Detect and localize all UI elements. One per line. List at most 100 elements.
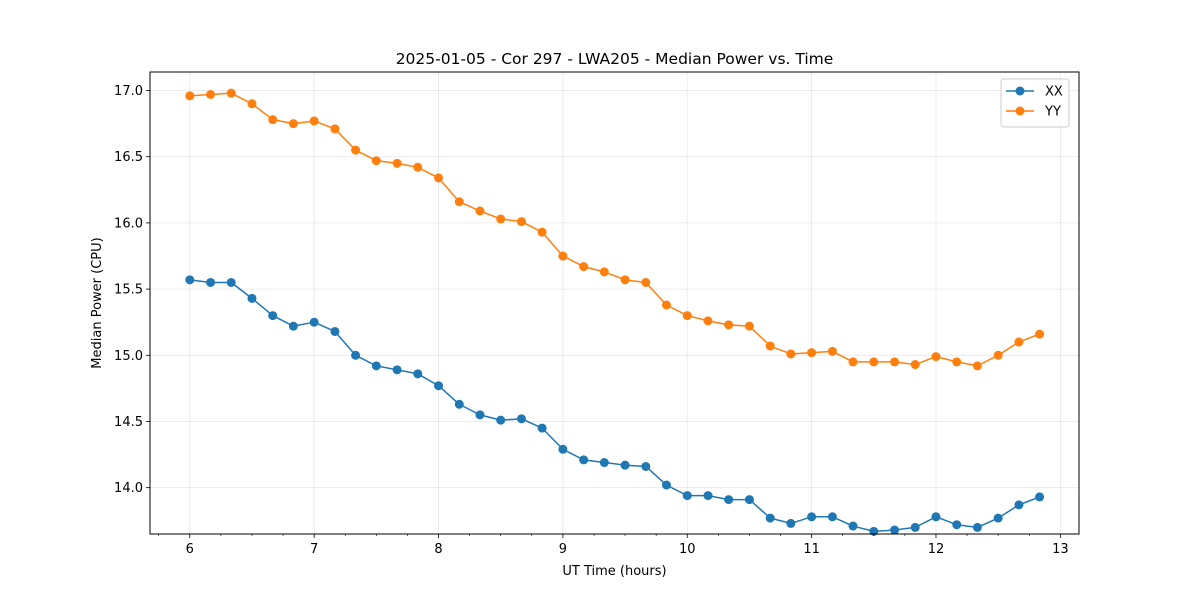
data-point-xx: [993, 513, 1003, 523]
plot-frame: [149, 71, 1080, 535]
y-tick-label: 17.0: [114, 84, 143, 99]
legend-label-yy: YY: [1044, 105, 1061, 120]
data-point-yy: [392, 158, 402, 168]
data-point-yy: [931, 352, 941, 362]
data-point-xx: [620, 460, 630, 470]
data-point-yy: [620, 275, 630, 285]
data-point-yy: [1035, 329, 1045, 339]
data-point-yy: [516, 217, 526, 227]
x-tick-label: 7: [310, 542, 318, 557]
data-point-yy: [247, 99, 257, 109]
x-tick-label: 8: [434, 542, 442, 557]
data-point-yy: [537, 227, 547, 237]
data-point-xx: [268, 311, 278, 321]
y-tick-label: 16.0: [114, 216, 143, 231]
data-point-yy: [703, 316, 713, 326]
data-point-yy: [351, 145, 361, 155]
data-point-xx: [972, 522, 982, 532]
data-point-xx: [579, 455, 589, 465]
data-point-xx: [724, 495, 734, 505]
data-point-xx: [1014, 500, 1024, 510]
y-tick-label: 15.5: [114, 283, 143, 298]
data-point-yy: [309, 116, 319, 126]
data-point-yy: [268, 115, 278, 125]
data-point-yy: [972, 361, 982, 371]
data-point-xx: [1035, 492, 1045, 502]
data-point-yy: [330, 124, 340, 134]
data-point-yy: [890, 357, 900, 367]
data-point-yy: [288, 119, 298, 129]
x-tick-label: 9: [559, 542, 567, 557]
data-point-yy: [454, 197, 464, 207]
data-point-yy: [206, 90, 216, 100]
data-point-xx: [454, 399, 464, 409]
plot-area: [150, 72, 1079, 534]
data-point-yy: [786, 349, 796, 359]
x-axis: 6 7 8 9 10 11 12 13: [158, 534, 1069, 557]
data-point-xx: [226, 277, 236, 287]
data-point-yy: [724, 320, 734, 330]
data-point-xx: [682, 491, 692, 501]
data-point-yy: [226, 88, 236, 98]
data-point-xx: [351, 350, 361, 360]
data-point-xx: [413, 369, 423, 379]
data-point-xx: [475, 410, 485, 420]
grid: [150, 72, 1079, 534]
legend-marker-yy: [1015, 106, 1025, 116]
y-axis-label: Median Power (CPU): [90, 237, 105, 368]
x-tick-label: 11: [803, 542, 820, 557]
data-point-xx: [537, 423, 547, 433]
data-point-xx: [744, 495, 754, 505]
data-point-xx: [392, 365, 402, 375]
legend: XX YY: [1000, 78, 1070, 128]
data-point-xx: [827, 512, 837, 522]
data-point-yy: [434, 173, 444, 183]
data-point-xx: [910, 522, 920, 532]
x-axis-label: UT Time (hours): [562, 564, 666, 579]
data-point-yy: [827, 346, 837, 356]
data-point-xx: [703, 491, 713, 501]
y-tick-label: 15.0: [114, 349, 143, 364]
x-tick-label: 13: [1052, 542, 1069, 557]
data-point-xx: [952, 520, 962, 530]
y-tick-label: 16.5: [114, 150, 143, 165]
data-point-xx: [288, 321, 298, 331]
data-point-yy: [641, 277, 651, 287]
data-point-xx: [185, 275, 195, 285]
data-point-yy: [952, 357, 962, 367]
x-tick-label: 6: [186, 542, 194, 557]
data-point-yy: [744, 321, 754, 331]
data-point-xx: [558, 444, 568, 454]
data-point-xx: [371, 361, 381, 371]
data-point-xx: [206, 277, 216, 287]
data-point-yy: [185, 91, 195, 101]
data-point-yy: [848, 357, 858, 367]
data-point-xx: [309, 317, 319, 327]
data-point-xx: [516, 414, 526, 424]
data-point-xx: [786, 518, 796, 528]
chart-title: 2025-01-05 - Cor 297 - LWA205 - Median P…: [396, 50, 834, 68]
y-tick-label: 14.0: [114, 481, 143, 496]
data-point-yy: [496, 214, 506, 224]
y-axis: 14.0 14.5 15.0 15.5 16.0 16.5 17.0: [114, 84, 150, 496]
data-point-xx: [496, 415, 506, 425]
data-point-xx: [765, 513, 775, 523]
data-point-xx: [599, 458, 609, 468]
data-point-yy: [599, 267, 609, 277]
series-layer: [185, 88, 1045, 536]
data-point-yy: [579, 262, 589, 272]
data-point-xx: [641, 461, 651, 471]
data-point-xx: [330, 326, 340, 336]
data-point-xx: [247, 293, 257, 303]
data-point-yy: [993, 350, 1003, 360]
data-point-xx: [807, 512, 817, 522]
data-point-yy: [371, 156, 381, 166]
data-point-yy: [661, 300, 671, 310]
data-point-yy: [765, 341, 775, 351]
data-point-xx: [434, 381, 444, 391]
data-point-yy: [869, 357, 879, 367]
data-point-xx: [848, 521, 858, 531]
data-point-yy: [807, 348, 817, 358]
data-point-yy: [1014, 337, 1024, 347]
